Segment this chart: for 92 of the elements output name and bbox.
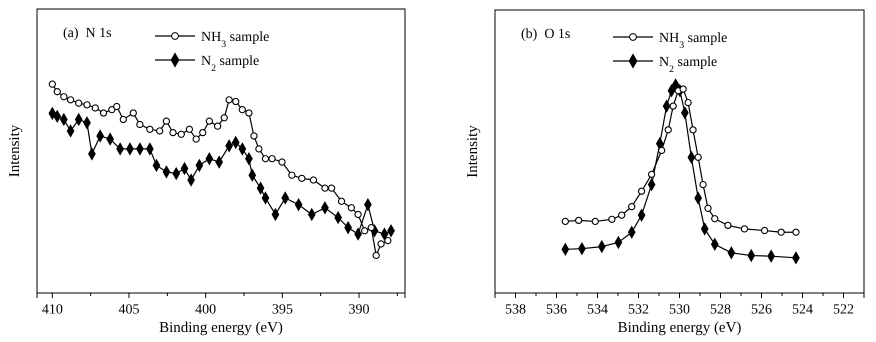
point bbox=[648, 170, 656, 178]
point bbox=[255, 145, 263, 153]
point bbox=[130, 109, 137, 117]
point bbox=[361, 227, 368, 234]
point bbox=[288, 172, 296, 179]
point bbox=[740, 225, 748, 233]
point bbox=[108, 106, 116, 114]
legend-label: NH$_{3}$ sample bbox=[201, 30, 270, 50]
text: (a) N 1s bbox=[63, 26, 112, 41]
point bbox=[658, 146, 666, 154]
point bbox=[684, 98, 692, 106]
x-axis-title: Binding energy (eV) bbox=[159, 320, 283, 336]
x-tick-label: 390 bbox=[348, 302, 370, 318]
point bbox=[262, 155, 270, 162]
point bbox=[575, 216, 582, 224]
point bbox=[778, 228, 785, 236]
point bbox=[670, 102, 677, 110]
x-tick-label: 534 bbox=[587, 302, 608, 318]
x-tick-label: 536 bbox=[546, 302, 567, 318]
point bbox=[689, 126, 697, 134]
x-tick-label: 532 bbox=[628, 302, 649, 318]
x-tick-label: 524 bbox=[792, 302, 813, 318]
text: (b) O 1s bbox=[521, 27, 570, 42]
legend-label: N$_{2}$ sample bbox=[201, 54, 260, 74]
point bbox=[245, 109, 253, 117]
x-axis-title: Binding energy (eV) bbox=[618, 320, 742, 336]
point bbox=[384, 236, 392, 244]
point bbox=[120, 116, 127, 124]
point bbox=[372, 252, 380, 260]
point bbox=[169, 128, 177, 136]
point bbox=[83, 101, 91, 108]
point bbox=[238, 106, 246, 114]
point bbox=[711, 215, 718, 222]
point bbox=[760, 226, 768, 234]
point bbox=[354, 210, 362, 218]
point bbox=[321, 184, 329, 192]
point bbox=[66, 96, 74, 104]
x-tick-label: 538 bbox=[505, 302, 526, 318]
x-tick-label: 526 bbox=[751, 302, 772, 318]
point bbox=[377, 240, 385, 248]
point bbox=[562, 218, 569, 226]
point bbox=[192, 135, 200, 143]
point bbox=[680, 85, 687, 93]
point bbox=[618, 212, 626, 219]
point bbox=[178, 130, 185, 138]
x-tick-label: 530 bbox=[669, 302, 690, 318]
point bbox=[214, 122, 222, 130]
point bbox=[156, 127, 164, 135]
x-tick-label: 528 bbox=[710, 302, 731, 318]
point bbox=[136, 120, 144, 128]
legend-label: NH$_{3}$ sample bbox=[659, 31, 728, 50]
x-tick-label: 522 bbox=[833, 302, 854, 318]
x-tick-label: 400 bbox=[195, 302, 216, 318]
point bbox=[310, 176, 318, 184]
point bbox=[186, 126, 194, 133]
point bbox=[92, 104, 99, 112]
y-axis-title: Intensity bbox=[7, 124, 23, 178]
point bbox=[206, 118, 213, 125]
point bbox=[298, 174, 306, 182]
x-tick-label: 410 bbox=[42, 302, 63, 318]
point bbox=[100, 109, 108, 117]
x-tick-label: 395 bbox=[272, 302, 293, 318]
y-axis-title: Intensity bbox=[465, 124, 481, 178]
point bbox=[146, 126, 154, 133]
point bbox=[278, 158, 286, 166]
point bbox=[792, 228, 800, 236]
point bbox=[113, 102, 120, 110]
x-tick-label: 405 bbox=[118, 302, 140, 318]
point bbox=[199, 128, 206, 136]
point bbox=[338, 198, 346, 205]
point bbox=[699, 180, 707, 188]
point bbox=[268, 155, 276, 162]
point bbox=[250, 132, 258, 140]
point bbox=[328, 184, 336, 192]
point bbox=[48, 80, 56, 88]
point bbox=[232, 98, 240, 106]
point bbox=[694, 154, 702, 161]
point bbox=[54, 88, 61, 96]
point bbox=[220, 114, 228, 122]
point bbox=[60, 93, 68, 100]
point bbox=[704, 204, 712, 212]
point bbox=[608, 216, 616, 223]
point bbox=[724, 222, 732, 230]
point bbox=[628, 203, 636, 210]
point bbox=[348, 204, 355, 212]
point bbox=[638, 188, 646, 195]
point bbox=[75, 100, 82, 107]
point bbox=[664, 126, 672, 134]
point bbox=[162, 118, 170, 125]
legend-label: N$_{2}$ sample bbox=[659, 55, 718, 74]
point bbox=[592, 218, 599, 226]
point bbox=[225, 96, 233, 104]
